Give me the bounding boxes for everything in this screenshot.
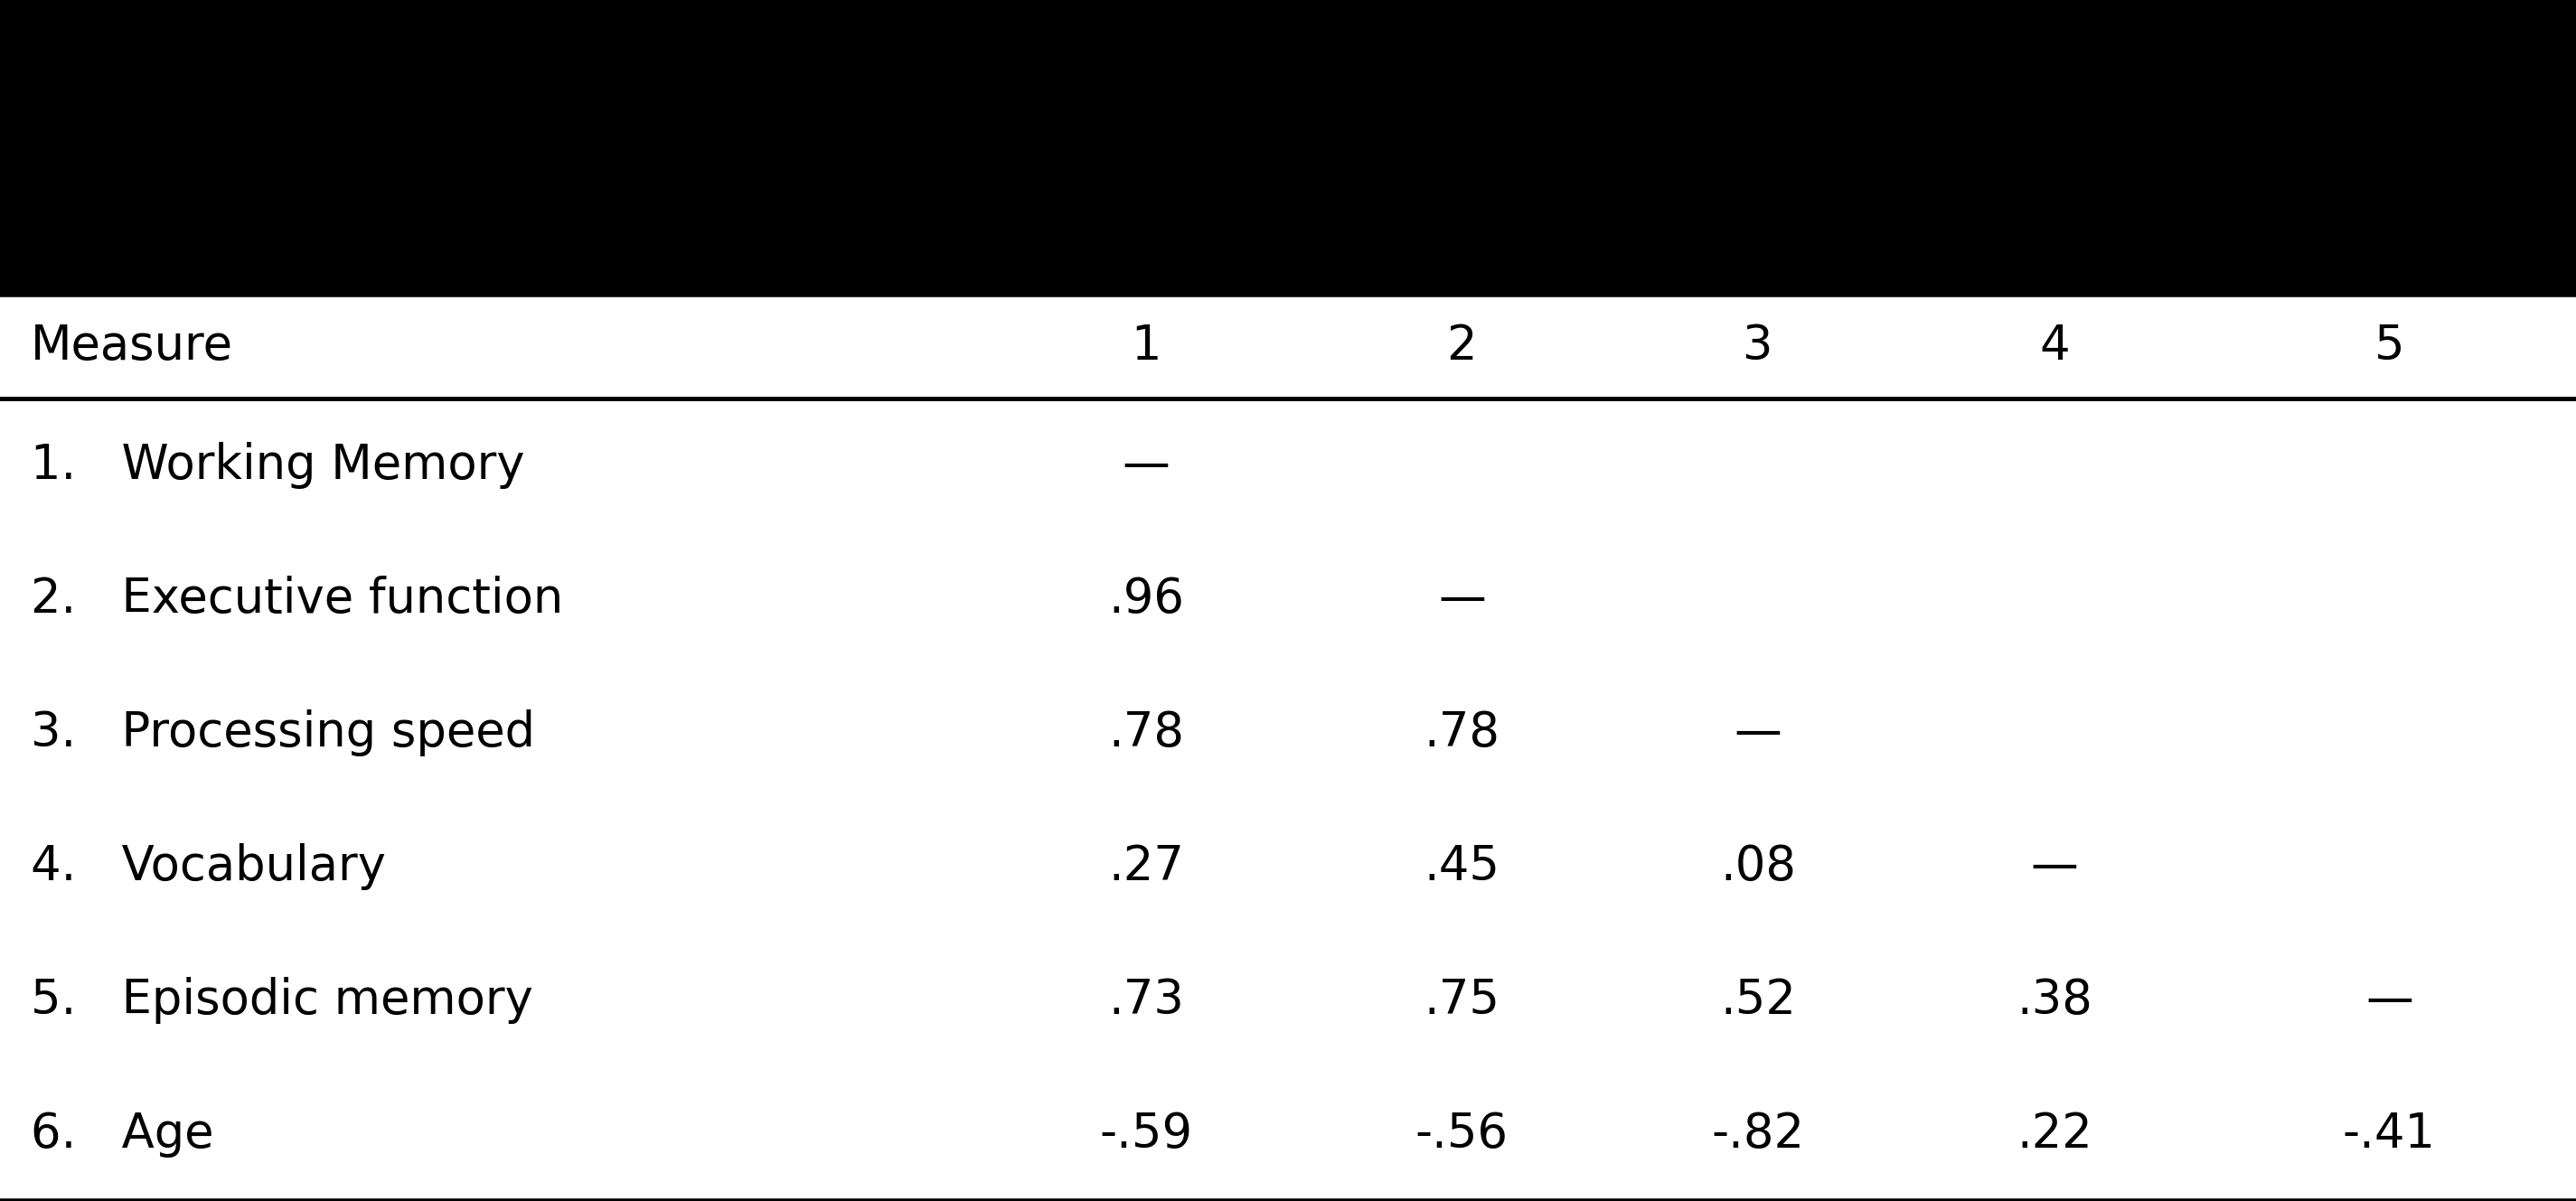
- Text: 1.   Working Memory: 1. Working Memory: [31, 442, 526, 489]
- Text: .52: .52: [1721, 976, 1795, 1024]
- Bar: [0, 0, 2576, 294]
- Text: -.56: -.56: [1414, 1111, 1510, 1158]
- Text: —: —: [1437, 575, 1486, 622]
- Text: -.82: -.82: [1710, 1111, 1806, 1158]
- Text: 6.   Age: 6. Age: [31, 1111, 214, 1158]
- Text: .96: .96: [1108, 575, 1185, 622]
- Text: .73: .73: [1108, 976, 1185, 1024]
- Text: 3: 3: [1744, 323, 1772, 370]
- Text: -.41: -.41: [2342, 1111, 2437, 1158]
- Text: .75: .75: [1425, 976, 1499, 1024]
- Text: 4: 4: [2040, 323, 2069, 370]
- Text: —: —: [2365, 976, 2414, 1024]
- Text: .27: .27: [1108, 843, 1185, 890]
- Text: —: —: [1123, 442, 1170, 489]
- Text: .45: .45: [1425, 843, 1499, 890]
- Text: 4.   Vocabulary: 4. Vocabulary: [31, 843, 386, 890]
- Text: 5.   Episodic memory: 5. Episodic memory: [31, 976, 533, 1024]
- Text: 3.   Processing speed: 3. Processing speed: [31, 710, 536, 757]
- Text: Measure: Measure: [31, 323, 234, 370]
- Text: .38: .38: [2017, 976, 2092, 1024]
- Text: —: —: [1734, 710, 1783, 757]
- Text: 2.   Executive function: 2. Executive function: [31, 575, 564, 622]
- Text: .08: .08: [1721, 843, 1795, 890]
- Text: 1: 1: [1131, 323, 1162, 370]
- Text: 5: 5: [2375, 323, 2403, 370]
- Text: -.59: -.59: [1100, 1111, 1193, 1158]
- Text: .78: .78: [1108, 710, 1185, 757]
- Text: 2: 2: [1448, 323, 1476, 370]
- Text: —: —: [2030, 843, 2079, 890]
- Text: .78: .78: [1425, 710, 1499, 757]
- Text: .22: .22: [2017, 1111, 2092, 1158]
